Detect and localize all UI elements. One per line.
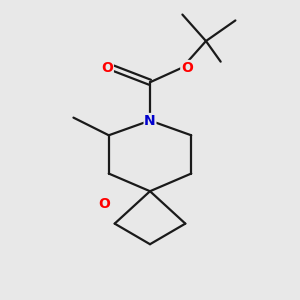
Text: O: O bbox=[101, 61, 113, 75]
Text: O: O bbox=[98, 197, 110, 212]
Text: O: O bbox=[181, 61, 193, 75]
Text: N: N bbox=[144, 114, 156, 128]
